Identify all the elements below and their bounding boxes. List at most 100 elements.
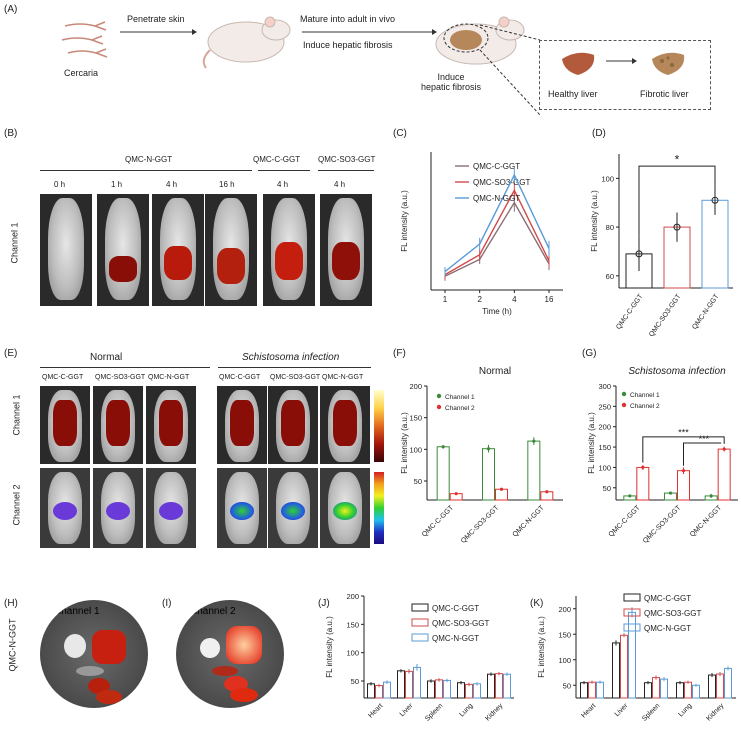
fluorescence-signal xyxy=(53,502,77,520)
bar xyxy=(383,681,391,699)
x-tick-label: QMC-N-GGT xyxy=(689,504,724,539)
spleen-organ xyxy=(76,666,104,676)
fibrotic-liver-icon xyxy=(652,52,685,75)
chart-title: Schistosoma infection xyxy=(628,366,726,377)
x-tick-label: QMC-C-GGT xyxy=(615,293,645,331)
bar xyxy=(427,680,435,699)
data-point xyxy=(668,491,673,495)
chart-g: 50 100 150 200 250 300 FL intensity (a.u.) QMC-… xyxy=(587,366,738,545)
x-tick-label: Liver xyxy=(614,702,630,718)
panel-label-b: (B) xyxy=(4,128,18,139)
b-time-label: 0 h xyxy=(54,180,66,189)
b-time-label: 16 h xyxy=(219,180,235,189)
x-tick-label: 1 xyxy=(443,295,448,304)
y-tick-label: 50 xyxy=(414,477,422,486)
y-tick-label: 80 xyxy=(606,223,614,232)
x-tick-label: Lung xyxy=(458,702,474,718)
bar xyxy=(636,466,650,501)
data-point xyxy=(681,469,686,473)
bar xyxy=(465,683,473,699)
e-probe-label: QMC-SO3-GGT xyxy=(270,374,321,381)
legend-label: QMC-SO3-GGT xyxy=(473,178,530,187)
b-mouse-photo xyxy=(152,194,204,306)
legend-swatch xyxy=(411,633,429,642)
series-line xyxy=(444,188,550,276)
e-mouse-photo-ch1 xyxy=(93,386,143,464)
bar xyxy=(684,681,692,699)
liver-organ xyxy=(226,626,262,664)
b-time-label: 4 h xyxy=(166,180,178,189)
bar xyxy=(596,681,604,699)
fluorescence-signal xyxy=(109,256,137,282)
bar xyxy=(482,448,495,501)
data-point xyxy=(641,465,645,470)
significance-bracket xyxy=(642,436,725,463)
y-tick-label: 200 xyxy=(409,382,422,391)
b-time-label: 1 h xyxy=(111,180,123,189)
panel-label-d: (D) xyxy=(592,128,606,139)
bar xyxy=(620,634,628,699)
bar xyxy=(580,682,588,699)
x-tick-label: QMC-N-GGT xyxy=(691,293,721,331)
y-tick-label: 300 xyxy=(598,382,611,391)
legend-label: Channel 1 xyxy=(630,392,660,399)
data-point xyxy=(486,447,491,451)
y-tick-label: 250 xyxy=(598,402,611,411)
data-point xyxy=(722,447,726,451)
y-tick-label: 150 xyxy=(598,443,611,452)
e-mouse-photo-ch2 xyxy=(268,468,318,548)
legend-swatch xyxy=(436,393,442,399)
panel-label-g: (G) xyxy=(582,348,597,359)
heart-organ xyxy=(64,634,86,658)
panel-label-k: (K) xyxy=(530,598,544,609)
y-axis-label: FL intensity (a.u.) xyxy=(325,616,334,678)
e-channel-2-label: Channel 2 xyxy=(11,484,22,526)
e-probe-label: QMC-N-GGT xyxy=(322,374,364,381)
panel-label-c: (C) xyxy=(393,128,407,139)
fluorescence-signal xyxy=(159,502,183,520)
legend-swatch xyxy=(436,404,442,410)
bar xyxy=(716,673,724,699)
e-mouse-photo-ch2 xyxy=(146,468,196,548)
fluorescence-signal xyxy=(164,246,192,280)
y-tick-label: 200 xyxy=(346,592,359,601)
normal-header: Normal xyxy=(90,352,123,363)
y-tick-label: 50 xyxy=(563,681,571,690)
mean-marker xyxy=(673,223,681,231)
mouse-illustration-2 xyxy=(435,16,525,65)
panel-label-i: (I) xyxy=(162,598,172,609)
legend-label: Channel 2 xyxy=(630,403,660,410)
y-axis-label: FL intensity (a.u.) xyxy=(400,412,409,474)
bar xyxy=(436,446,450,501)
bar xyxy=(612,642,620,699)
dish-2-label: Channel 2 xyxy=(190,606,236,617)
mouse-body xyxy=(48,198,84,300)
panel-label-e: (E) xyxy=(4,348,18,359)
legend-label: QMC-C-GGT xyxy=(473,162,520,171)
bar xyxy=(405,670,413,699)
group-so3-line xyxy=(318,170,374,171)
y-tick-label: 150 xyxy=(558,630,571,639)
data-point xyxy=(709,494,713,498)
y-tick-label: 100 xyxy=(598,463,611,472)
cercaria-illustration xyxy=(61,21,108,58)
series-line xyxy=(444,201,550,277)
cercaria-label: Cercaria xyxy=(64,68,99,78)
data-point xyxy=(532,439,536,443)
x-axis-label: Time (h) xyxy=(482,307,512,316)
arrow-3-icon xyxy=(606,58,637,64)
fluorescence-signal xyxy=(333,502,357,520)
normal-header-line xyxy=(40,367,210,368)
bar xyxy=(457,682,465,699)
step2-label: Mature into adult in vivo xyxy=(300,14,396,24)
h-side-label: QMC-N-GGT xyxy=(7,618,18,672)
y-tick-label: 200 xyxy=(558,605,571,614)
bar xyxy=(652,677,660,699)
e-mouse-photo-ch1 xyxy=(217,386,267,464)
chart-title: Normal xyxy=(479,366,511,377)
b-time-label: 4 h xyxy=(334,180,346,189)
e-mouse-photo-ch1 xyxy=(320,386,370,464)
legend-swatch xyxy=(623,608,641,617)
legend-swatch xyxy=(411,618,429,627)
